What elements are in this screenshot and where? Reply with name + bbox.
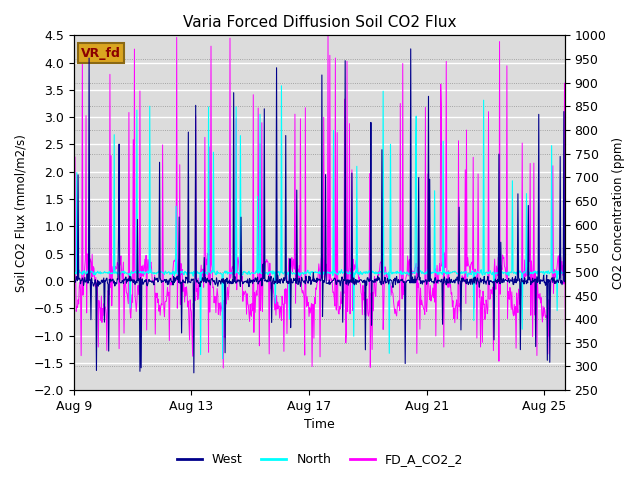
Y-axis label: CO2 Concentration (ppm): CO2 Concentration (ppm) — [612, 137, 625, 289]
Title: Varia Forced Diffusion Soil CO2 Flux: Varia Forced Diffusion Soil CO2 Flux — [182, 15, 456, 30]
Legend: West, North, FD_A_CO2_2: West, North, FD_A_CO2_2 — [172, 448, 468, 471]
Text: VR_fd: VR_fd — [81, 47, 121, 60]
X-axis label: Time: Time — [304, 419, 335, 432]
Y-axis label: Soil CO2 Flux (mmol/m2/s): Soil CO2 Flux (mmol/m2/s) — [15, 134, 28, 292]
